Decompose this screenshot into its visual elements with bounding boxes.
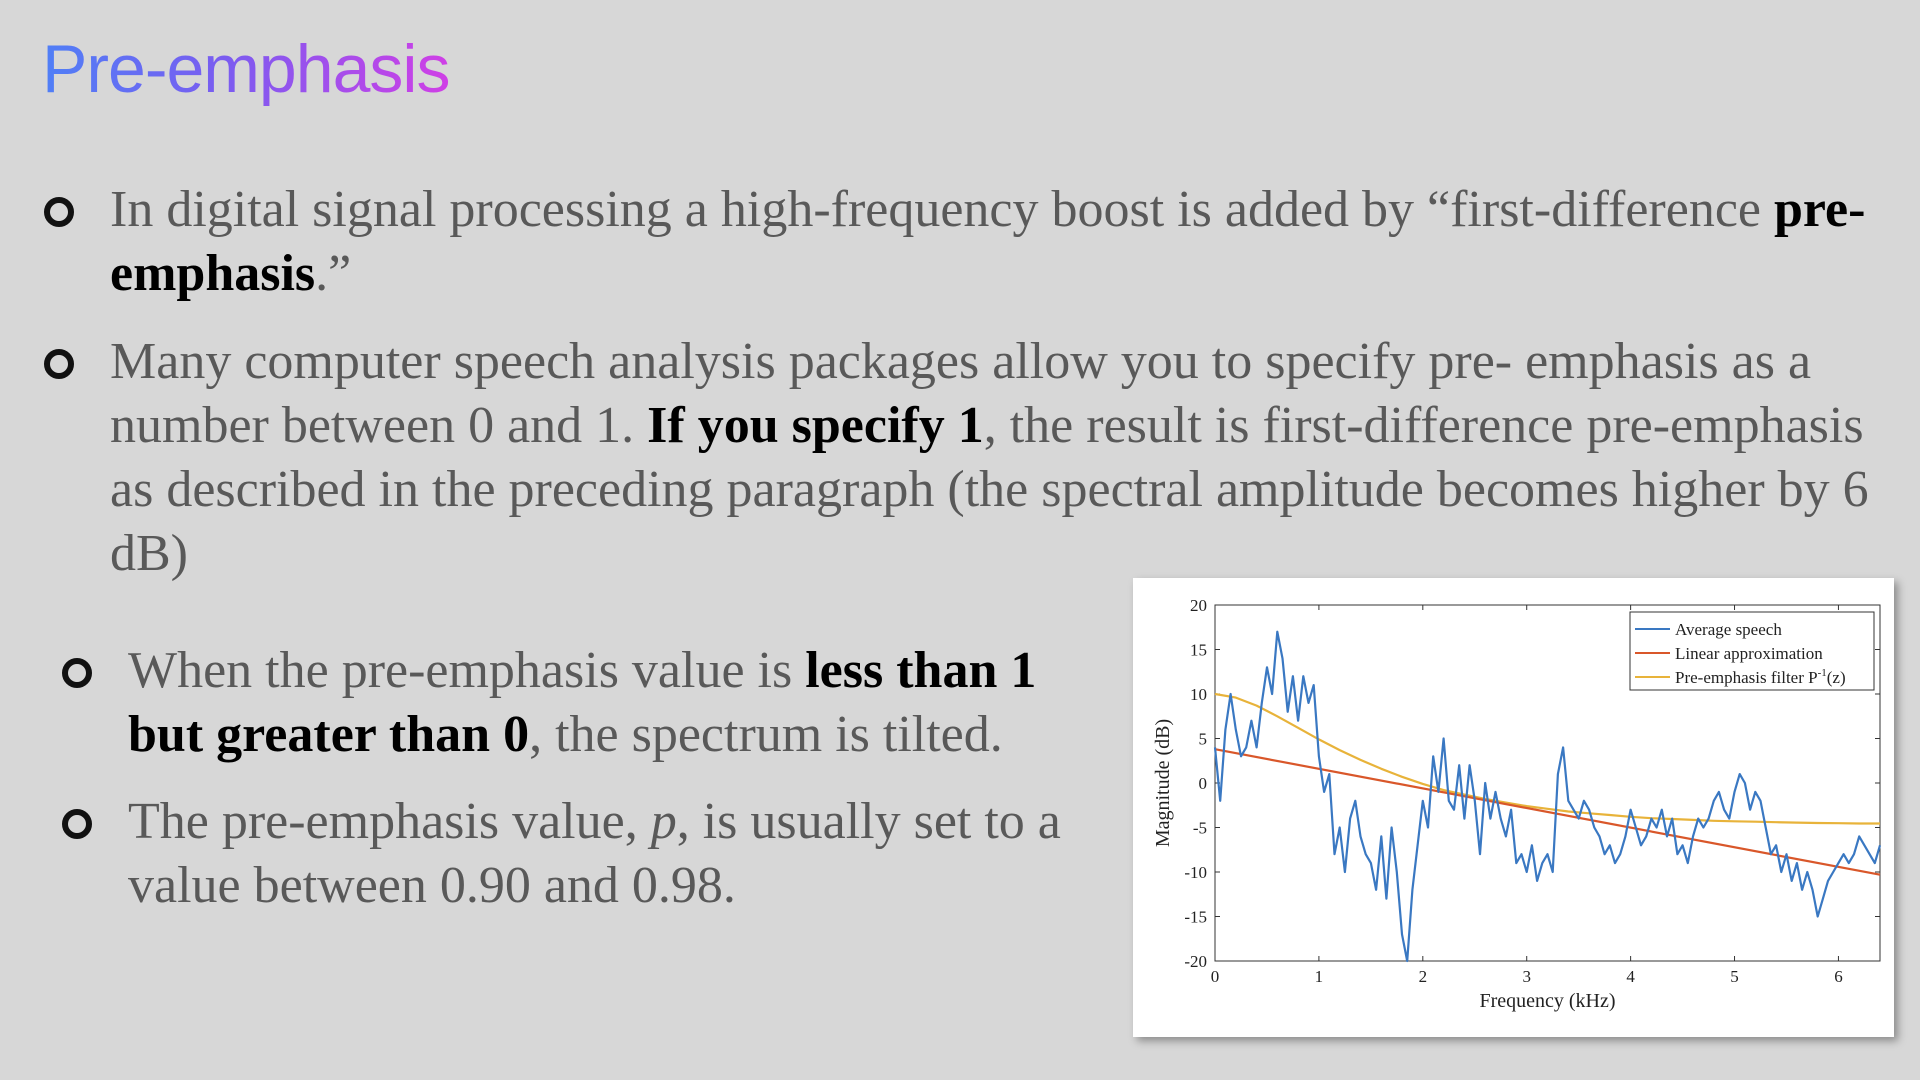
y-tick-label: -20 [1184,952,1207,971]
legend-entry: Average speech [1675,620,1782,639]
series-line-average-speech [1213,630,1882,963]
bullet-text: .” [315,245,352,302]
y-tick-label: -15 [1184,908,1207,927]
legend-box [1629,611,1875,691]
y-tick-label: -10 [1184,863,1207,882]
series-line-linear-approximation [1214,748,1881,876]
x-axis-label: Frequency (kHz) [1479,990,1615,1012]
x-tick-label: 2 [1419,967,1428,986]
x-tick-label: 4 [1626,967,1635,986]
x-tick-label: 1 [1315,967,1324,986]
bullet-text: , is usually set to a value between 0.90… [128,793,1061,914]
bullet-ring-icon [44,349,74,379]
y-tick-label: 20 [1190,596,1207,615]
bullet-typical-value: The pre-emphasis value, p, is usually se… [62,790,1118,918]
bullet-ring-icon [44,197,74,227]
y-axis-label: Magnitude (dB) [1152,719,1174,847]
bullet-specify-preemphasis: Many computer speech analysis packages a… [44,330,1910,586]
spectrum-chart: 20 15 10 5 0 -5 -10 -15 -20 0 1 2 3 4 5 6 Frequency (kHz… [1133,578,1894,1037]
x-tick-label: 5 [1730,967,1739,986]
bullet-first-difference: In digital signal processing a high-freq… [44,178,1910,306]
series-line-preemphasis-filter [1214,692,1880,825]
y-tick-label: 0 [1199,774,1208,793]
bullet-bold-text: less than 1 but greater than 0 [128,642,1037,763]
y-tick-label: -5 [1193,819,1207,838]
bullet-ring-icon [62,809,92,839]
bullet-tilted-spectrum: When the pre-emphasis value is less than… [62,639,1118,767]
bullet-text: In digital signal processing a high-freq… [110,181,1774,238]
bullet-bold-text: pre-emphasis [110,181,1866,302]
legend-entry: Pre-emphasis filter P-1(z) [1675,667,1846,687]
bullet-text: The pre-emphasis value, [128,793,651,850]
legend-entry: Linear approximation [1675,644,1823,663]
bullet-ring-icon [62,658,92,688]
x-tick-label: 0 [1211,967,1220,986]
x-tick-label: 6 [1834,967,1843,986]
bullet-text: , the result is first-difference pre-emp… [110,397,1869,582]
bullet-text: When the pre-emphasis value is [128,642,806,699]
slide-title: Pre-emphasis [42,31,450,107]
y-tick-label: 5 [1199,730,1208,749]
bullet-bold-text: If you specify 1 [647,397,984,454]
y-tick-label: 15 [1190,641,1207,660]
y-tick-label: 10 [1190,685,1207,704]
bullet-text: , the spectrum is tilted. [529,706,1003,763]
x-tick-label: 3 [1522,967,1531,986]
bullet-italic-text: p [650,793,677,850]
bullet-text: Many computer speech analysis packages a… [110,333,1812,454]
